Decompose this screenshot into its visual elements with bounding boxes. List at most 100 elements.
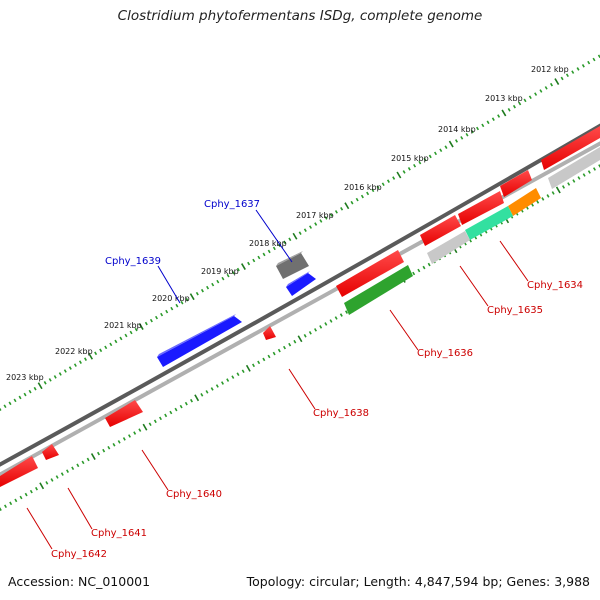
tick-mark: [226, 273, 230, 278]
gene-green-1636[interactable]: [344, 265, 413, 315]
tick-mark: [593, 167, 596, 171]
tick-mark: [257, 255, 261, 260]
tick-mark: [53, 375, 57, 379]
tick-mark: [155, 315, 159, 320]
tick-mark: [3, 404, 7, 409]
gene-gray-1635[interactable]: [427, 231, 470, 264]
gene-cyan-1635[interactable]: [465, 206, 513, 240]
tick-mark: [128, 434, 131, 438]
gene-cphy-1639[interactable]: [157, 314, 242, 367]
tick-mark: [94, 351, 98, 356]
forward-genes: [157, 251, 316, 367]
tick-mark: [184, 401, 188, 406]
gene-red-1641[interactable]: [42, 444, 59, 460]
tick-mark: [241, 369, 245, 374]
tick-mark: [434, 151, 438, 156]
tick-mark: [324, 322, 328, 326]
tick-mark: [277, 348, 281, 353]
kbp-label: 2016 kbp: [344, 183, 382, 192]
kbp-label: 2023 kbp: [6, 373, 44, 382]
reverse-genes: [0, 126, 600, 487]
tick-mark: [102, 448, 106, 453]
tick-mark: [324, 216, 328, 220]
tick-mark: [148, 422, 152, 427]
tick-mark: [99, 348, 103, 353]
tick-mark: [97, 451, 100, 456]
gene-gray-right[interactable]: [548, 147, 600, 189]
gene-labels: Cphy_1637 Cphy_1639 Cphy_1634 Cphy_1635 …: [51, 199, 583, 560]
tick-mark: [66, 469, 69, 473]
tick-mark: [124, 333, 128, 338]
tick-mark: [236, 372, 240, 376]
tick-mark: [50, 478, 54, 482]
tick-mark: [90, 453, 96, 460]
tick-mark: [144, 321, 148, 326]
tick-mark: [587, 170, 591, 174]
gene-red-1638[interactable]: [263, 326, 276, 340]
tick-mark: [33, 386, 37, 391]
tick-mark: [175, 303, 179, 308]
tick-mark: [539, 89, 543, 93]
tick-mark: [189, 293, 195, 301]
tick-mark: [428, 154, 432, 159]
tick-mark: [293, 339, 297, 344]
tick-mark: [4, 504, 7, 509]
tick-mark: [288, 237, 292, 242]
tick-mark: [247, 261, 251, 266]
genome-backbone: [0, 123, 600, 477]
tick-mark: [308, 331, 312, 335]
tick-mark: [565, 73, 569, 78]
tick-mark: [43, 381, 47, 385]
tick-mark: [252, 258, 256, 263]
kbp-label: 2012 kbp: [531, 65, 569, 74]
tick-mark: [314, 222, 318, 226]
gene-orange[interactable]: [508, 188, 541, 216]
gene-red-1634a[interactable]: [500, 170, 532, 197]
tick-mark: [267, 249, 271, 254]
tick-mark: [114, 339, 118, 344]
tick-mark: [396, 171, 402, 179]
kbp-label: 2019 kbp: [201, 267, 239, 276]
outer-tick-track: [0, 54, 600, 411]
kbp-label: 2022 kbp: [55, 347, 93, 356]
gene-red-1640[interactable]: [105, 400, 143, 427]
kbp-labels: 2012 kbp 2013 kbp 2014 kbp 2015 kbp 2016…: [6, 65, 569, 382]
tick-mark: [278, 243, 282, 248]
accession-text: Accession: NC_010001: [8, 574, 151, 589]
gene-red-1642[interactable]: [0, 456, 38, 487]
gene-cphy-1637[interactable]: [286, 271, 316, 296]
tick-mark: [194, 394, 200, 402]
tick-mark: [257, 360, 261, 365]
tick-mark: [205, 390, 209, 394]
tick-mark: [486, 120, 490, 125]
tick-mark: [272, 246, 276, 251]
tick-mark: [180, 300, 184, 305]
tick-mark: [412, 271, 416, 276]
tick-mark: [355, 197, 359, 202]
tick-mark: [138, 428, 142, 432]
tick-mark: [153, 419, 157, 424]
tick-mark: [297, 335, 303, 343]
gene-red-top-right[interactable]: [541, 126, 600, 170]
kbp-label: 2017 kbp: [296, 211, 334, 220]
tick-mark: [381, 182, 385, 187]
gene-label-cphy-1642: Cphy_1642: [51, 549, 107, 560]
tick-mark: [164, 413, 168, 418]
tick-mark: [179, 404, 183, 409]
tick-mark: [528, 95, 532, 100]
gene-red-2[interactable]: [420, 215, 461, 246]
tick-mark: [78, 360, 82, 364]
tick-mark: [68, 366, 72, 370]
tick-mark: [159, 416, 162, 421]
tick-mark: [73, 363, 77, 367]
tick-mark: [576, 67, 580, 71]
tick-mark: [329, 213, 333, 217]
tick-mark: [314, 328, 317, 332]
tick-mark: [117, 440, 121, 444]
gene-label-cphy-1635: Cphy_1635: [487, 305, 543, 316]
gene-red-1636[interactable]: [336, 250, 404, 297]
tick-mark: [534, 92, 538, 96]
gene-red-1635[interactable]: [458, 191, 504, 225]
kbp-label: 2021 kbp: [104, 321, 142, 330]
